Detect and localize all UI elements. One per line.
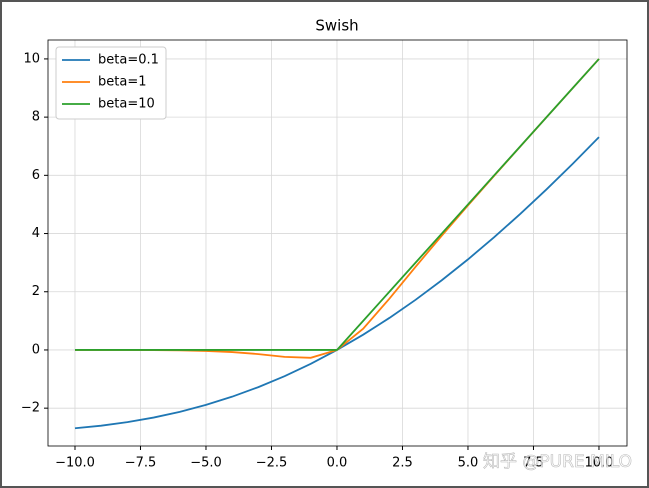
x-tick-label: 2.5 bbox=[392, 456, 413, 471]
plot-frame bbox=[47, 39, 628, 447]
x-tick-label: 0.0 bbox=[327, 456, 348, 471]
x-tick-label: 5.0 bbox=[458, 456, 479, 471]
legend-box bbox=[55, 46, 167, 120]
y-tick-label: 10 bbox=[23, 51, 40, 66]
chart-title: Swish bbox=[315, 17, 358, 35]
y-tick-label: 4 bbox=[32, 226, 40, 241]
legend-label: beta=1 bbox=[98, 75, 146, 90]
y-tick-label: 2 bbox=[32, 284, 40, 299]
x-tick-label: −7.5 bbox=[125, 456, 157, 471]
y-tick-label: 8 bbox=[32, 110, 40, 125]
legend-label: beta=0.1 bbox=[98, 53, 159, 68]
y-tick-label: 0 bbox=[32, 342, 40, 357]
watermark: 知乎 @PURE MILO bbox=[483, 452, 632, 472]
x-tick-label: −10.0 bbox=[55, 456, 95, 471]
x-tick-label: −2.5 bbox=[256, 456, 288, 471]
y-tick-label: −2 bbox=[21, 401, 40, 416]
y-tick-label: 6 bbox=[32, 168, 40, 183]
x-tick-label: −5.0 bbox=[190, 456, 222, 471]
x-tick-label: 10.0 bbox=[584, 456, 613, 471]
x-tick-label: 7.5 bbox=[523, 456, 544, 471]
legend-label: beta=10 bbox=[98, 97, 155, 112]
line-series bbox=[74, 58, 600, 351]
